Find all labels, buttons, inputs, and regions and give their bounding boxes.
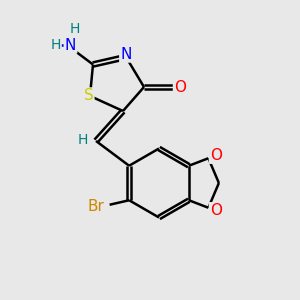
Text: H: H (77, 133, 88, 146)
Text: Br: Br (87, 199, 104, 214)
Text: H: H (70, 22, 80, 36)
Text: H: H (50, 38, 61, 52)
Text: N: N (65, 38, 76, 52)
Text: N: N (120, 46, 132, 62)
Text: O: O (210, 203, 222, 218)
Text: O: O (210, 148, 222, 163)
Text: O: O (174, 80, 186, 94)
Text: S: S (84, 88, 93, 104)
